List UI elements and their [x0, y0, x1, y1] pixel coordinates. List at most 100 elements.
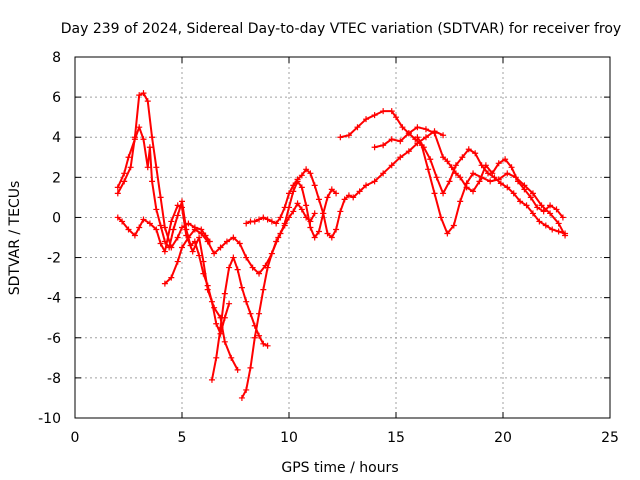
y-tick-label: -8: [47, 371, 61, 387]
data-point: [179, 224, 185, 231]
data-point: [268, 250, 275, 257]
data-point: [294, 200, 301, 207]
data-point: [238, 284, 245, 291]
data-point: [168, 244, 175, 251]
data-point: [189, 248, 196, 255]
data-point: [459, 154, 466, 161]
data-point: [534, 204, 541, 211]
y-tick-label: -4: [47, 291, 61, 307]
data-point: [420, 144, 427, 151]
data-point: [414, 124, 421, 131]
data-point: [230, 254, 237, 261]
data-point: [198, 230, 205, 237]
data-point: [294, 176, 301, 183]
data-point: [553, 206, 560, 213]
data-point: [174, 258, 181, 265]
data-point: [517, 198, 524, 205]
data-point: [298, 172, 305, 179]
data-point: [256, 310, 263, 317]
data-point: [380, 108, 387, 115]
x-tick-label: 5: [178, 430, 187, 446]
series-track-3: [114, 90, 213, 251]
data-point: [226, 264, 233, 271]
data-point: [127, 164, 134, 171]
data-point: [363, 116, 370, 123]
data-point: [146, 220, 153, 227]
y-tick-label: 8: [52, 50, 61, 66]
y-tick-label: -10: [38, 411, 61, 427]
data-point: [264, 216, 271, 223]
x-tick-labels: 0 5 10 15 20 25: [71, 430, 619, 446]
data-point: [161, 238, 168, 245]
data-point: [540, 208, 547, 215]
data-point: [256, 216, 263, 223]
data-point: [502, 156, 509, 163]
data-point: [341, 196, 348, 203]
data-point: [529, 190, 536, 197]
series-line: [116, 92, 211, 249]
series-line: [416, 136, 567, 235]
data-point: [350, 194, 357, 201]
data-point: [333, 190, 340, 197]
data-point: [114, 214, 121, 221]
y-tick-label: 4: [52, 130, 61, 146]
data-point: [371, 178, 378, 185]
data-point: [298, 206, 305, 213]
data-point: [121, 170, 128, 177]
data-point: [303, 166, 310, 173]
data-point: [277, 230, 284, 237]
data-point: [354, 124, 361, 131]
data-point: [538, 202, 545, 209]
data-point: [208, 376, 215, 383]
data-point: [290, 182, 297, 189]
data-point: [243, 254, 250, 261]
data-point: [157, 222, 164, 229]
data-point: [290, 208, 297, 215]
data-point: [217, 324, 224, 331]
data-point: [268, 218, 275, 225]
data-point: [153, 226, 160, 233]
data-point: [559, 214, 566, 221]
data-point: [440, 154, 447, 161]
data-point: [405, 148, 412, 155]
data-point: [371, 144, 378, 151]
data-point: [463, 184, 470, 191]
axis-ticks: [74, 56, 611, 419]
data-point: [333, 226, 340, 233]
series-track-4: [161, 200, 318, 287]
data-point: [140, 90, 147, 97]
data-point: [405, 130, 412, 137]
data-point: [230, 234, 237, 241]
data-point: [397, 138, 404, 145]
data-point: [119, 218, 126, 225]
data-point: [470, 170, 477, 177]
x-tick-label: 15: [387, 430, 405, 446]
data-point: [217, 244, 224, 251]
y-tick-label: -2: [47, 251, 61, 267]
data-point: [157, 194, 164, 201]
data-point: [277, 214, 284, 221]
x-axis-label: GPS time / hours: [281, 460, 398, 476]
series-line: [116, 204, 239, 371]
data-point: [161, 280, 168, 287]
data-point: [140, 136, 147, 143]
data-point: [508, 164, 515, 171]
data-point: [315, 228, 322, 235]
data-point: [491, 174, 498, 181]
data-point: [478, 162, 485, 169]
y-tick-label: 2: [52, 170, 61, 186]
data-point: [221, 314, 228, 321]
data-point: [328, 234, 335, 241]
data-point: [208, 298, 215, 305]
data-point: [179, 244, 185, 251]
data-point: [440, 132, 447, 139]
y-tick-labels: -10 -8 -6 -4 -2 0 2 4 6 8: [38, 50, 61, 427]
data-point: [497, 180, 504, 187]
data-point: [157, 240, 164, 247]
data-point: [547, 202, 554, 209]
data-point: [457, 174, 464, 181]
data-point: [174, 234, 181, 241]
data-point: [221, 338, 228, 345]
data-point: [264, 342, 271, 349]
